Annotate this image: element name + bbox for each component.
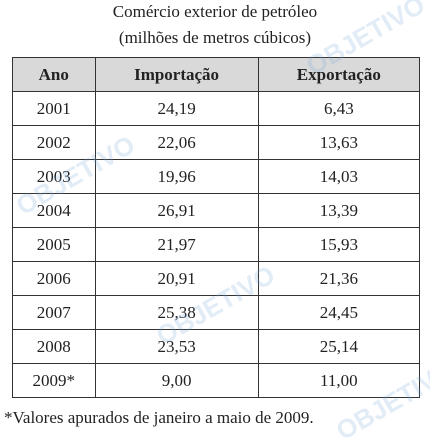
page: Comércio exterior de petróleo (milhões d… xyxy=(4,0,430,446)
table-head: Ano Importação Exportação xyxy=(12,57,421,92)
table-cell: 14,03 xyxy=(257,159,421,194)
table-cell: 25,14 xyxy=(257,329,421,364)
table-body: 2001 24,19 6,43 2002 22,06 13,63 2003 19,96 14,0… xyxy=(12,91,421,398)
table-cell: 24,45 xyxy=(257,295,421,330)
table-cell: 20,91 xyxy=(94,261,259,296)
table-cell: 2007 xyxy=(12,295,96,330)
table-cell: 11,00 xyxy=(257,363,421,398)
table-cell: 9,00 xyxy=(94,363,259,398)
table-cell: 2008 xyxy=(12,329,96,364)
table-row: 2005 21,97 15,93 xyxy=(12,227,421,262)
table-cell: 2002 xyxy=(12,125,96,160)
table-cell: 13,63 xyxy=(257,125,421,160)
data-table: Ano Importação Exportação 2001 24,19 6,43 200… xyxy=(12,57,421,398)
table-cell: 2009* xyxy=(12,363,96,398)
table-row: 2008 23,53 25,14 xyxy=(12,329,421,364)
footnote: *Valores apurados de janeiro a maio de 2… xyxy=(4,408,314,427)
table-cell: 2005 xyxy=(12,227,96,262)
table-cell: 22,06 xyxy=(94,125,259,160)
table-cell: 25,38 xyxy=(94,295,259,330)
table-row: 2007 25,38 24,45 xyxy=(12,295,421,330)
column-header: Importação xyxy=(94,57,259,92)
table-cell: 26,91 xyxy=(94,193,259,228)
table-cell: 15,93 xyxy=(257,227,421,262)
table-cell: 2001 xyxy=(12,91,96,126)
table-cell: 2004 xyxy=(12,193,96,228)
table-cell: 2003 xyxy=(12,159,96,194)
table-cell: 2006 xyxy=(12,261,96,296)
column-header: Exportação xyxy=(257,57,421,92)
table-cell: 19,96 xyxy=(94,159,259,194)
table-cell: 6,43 xyxy=(257,91,421,126)
table-cell: 21,36 xyxy=(257,261,421,296)
table-cell: 24,19 xyxy=(94,91,259,126)
table-row: 2001 24,19 6,43 xyxy=(12,91,421,126)
table-row: 2003 19,96 14,03 xyxy=(12,159,421,194)
table-row: 2002 22,06 13,63 xyxy=(12,125,421,160)
table-cell: 21,97 xyxy=(94,227,259,262)
table-cell: 13,39 xyxy=(257,193,421,228)
column-header: Ano xyxy=(12,57,96,92)
subtitle: (milhões de metros cúbicos) xyxy=(118,28,312,47)
title: Comércio exterior de petróleo xyxy=(112,2,318,21)
table-cell: 23,53 xyxy=(94,329,259,364)
table-row: 2004 26,91 13,39 xyxy=(12,193,421,228)
table-row: 2009* 9,00 11,00 xyxy=(12,363,421,398)
table-row: 2006 20,91 21,36 xyxy=(12,261,421,296)
header-row: Ano Importação Exportação xyxy=(12,57,421,92)
